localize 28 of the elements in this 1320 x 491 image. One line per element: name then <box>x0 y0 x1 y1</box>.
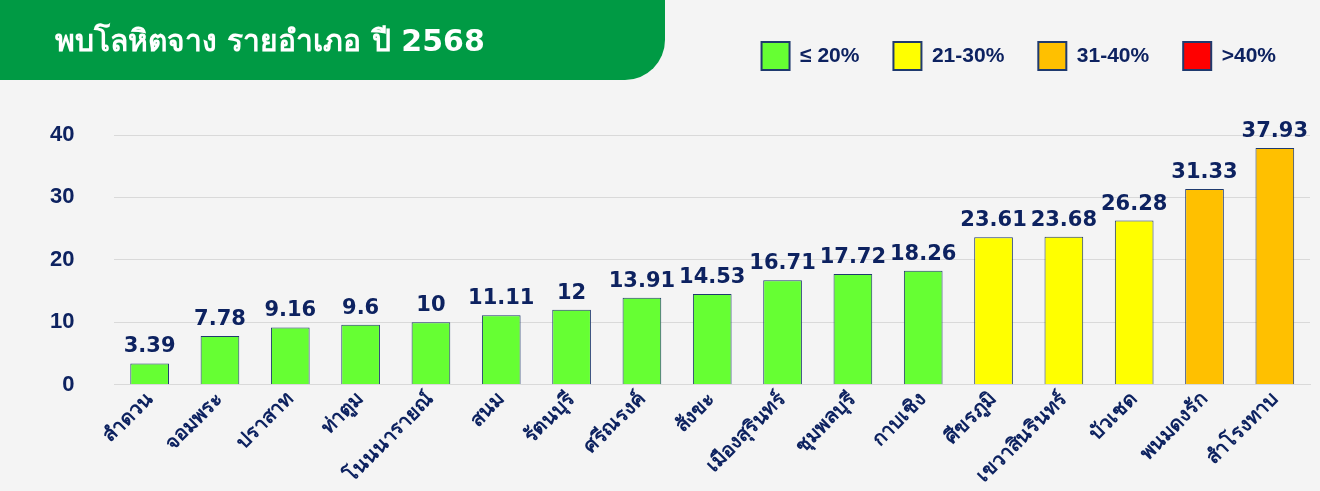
legend-label: >40% <box>1221 42 1277 66</box>
legend-label: 31-40% <box>1076 42 1150 66</box>
data-label: 14.53 <box>679 263 746 288</box>
y-tick-label: 10 <box>49 308 75 334</box>
data-label: 31.33 <box>1171 159 1238 184</box>
data-label: 18.26 <box>889 240 957 265</box>
y-tick-label: 40 <box>49 121 75 147</box>
data-label: 23.61 <box>960 207 1027 232</box>
data-label: 26.28 <box>1100 190 1168 215</box>
y-tick-label: 20 <box>49 245 75 271</box>
y-tick-label: 30 <box>49 183 75 209</box>
legend-label: 21-30% <box>931 42 1005 66</box>
data-label: 11.11 <box>468 285 535 310</box>
data-label: 16.71 <box>749 250 816 275</box>
data-label: 9.16 <box>264 297 317 322</box>
data-label: 7.78 <box>194 306 246 330</box>
data-label: 23.68 <box>1030 206 1098 231</box>
legend-label: ≤ 20% <box>800 42 860 66</box>
data-label: 3.39 <box>123 333 176 358</box>
data-label: 12 <box>556 279 587 304</box>
x-tick-label: สนม <box>464 387 508 431</box>
data-label: 10 <box>416 292 446 317</box>
data-label: 37.93 <box>1241 117 1309 142</box>
y-tick-label: 0 <box>62 370 75 396</box>
data-label: 13.91 <box>608 267 676 292</box>
data-label: 9.6 <box>342 294 380 319</box>
data-label: 17.72 <box>819 243 887 268</box>
chart-title: พบโลหิตจาง รายอำเภอ ปี 2568 <box>54 21 485 60</box>
